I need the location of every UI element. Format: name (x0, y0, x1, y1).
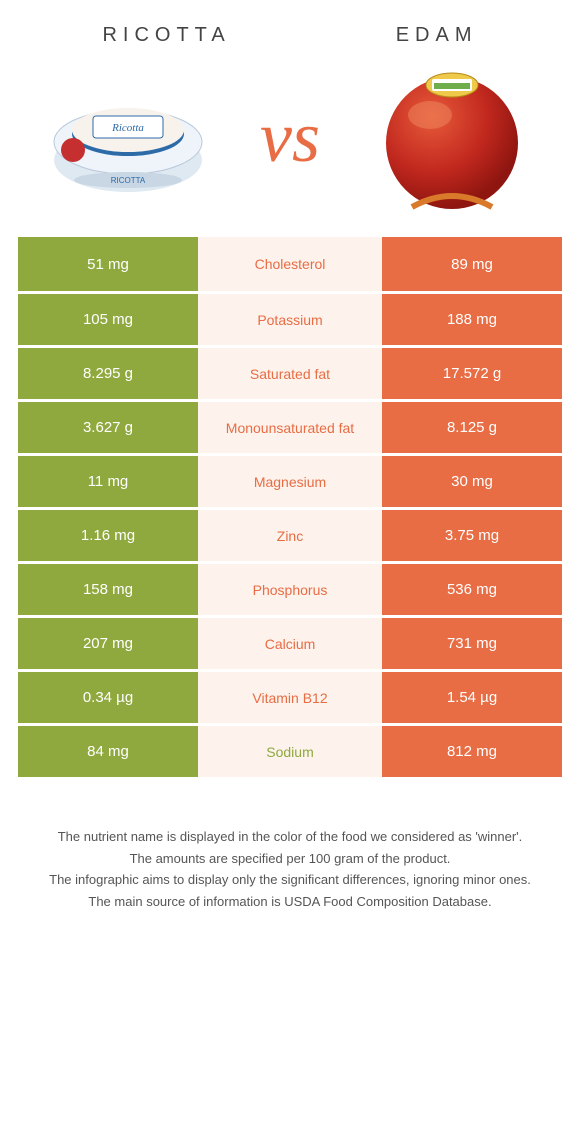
images-row: Ricotta RICOTTA vs (0, 57, 580, 237)
edam-image (367, 57, 537, 217)
nutrient-label: Saturated fat (198, 348, 382, 399)
footnote-line: The amounts are specified per 100 gram o… (40, 849, 540, 869)
table-row: 1.16 mgZinc3.75 mg (18, 507, 562, 561)
value-right: 89 mg (382, 237, 562, 291)
value-left: 11 mg (18, 456, 198, 507)
ricotta-image: Ricotta RICOTTA (43, 57, 213, 217)
nutrient-label: Monounsaturated fat (198, 402, 382, 453)
value-left: 158 mg (18, 564, 198, 615)
title-right: EDAM (396, 24, 478, 47)
comparison-table: 51 mgCholesterol89 mg105 mgPotassium188 … (0, 237, 580, 777)
nutrient-label: Sodium (198, 726, 382, 777)
table-row: 51 mgCholesterol89 mg (18, 237, 562, 291)
value-left: 84 mg (18, 726, 198, 777)
value-right: 536 mg (382, 564, 562, 615)
nutrient-label: Phosphorus (198, 564, 382, 615)
footnote-line: The main source of information is USDA F… (40, 892, 540, 912)
value-left: 8.295 g (18, 348, 198, 399)
value-right: 731 mg (382, 618, 562, 669)
footnote-line: The nutrient name is displayed in the co… (40, 827, 540, 847)
value-left: 3.627 g (18, 402, 198, 453)
nutrient-label: Calcium (198, 618, 382, 669)
value-left: 207 mg (18, 618, 198, 669)
nutrient-label: Magnesium (198, 456, 382, 507)
value-left: 105 mg (18, 294, 198, 345)
title-left: RICOTTA (102, 24, 230, 47)
value-right: 188 mg (382, 294, 562, 345)
nutrient-label: Cholesterol (198, 237, 382, 291)
value-right: 8.125 g (382, 402, 562, 453)
header: RICOTTA EDAM (0, 0, 580, 57)
value-right: 3.75 mg (382, 510, 562, 561)
value-left: 0.34 µg (18, 672, 198, 723)
svg-text:RICOTTA: RICOTTA (111, 176, 146, 185)
svg-text:Ricotta: Ricotta (111, 122, 144, 134)
value-left: 1.16 mg (18, 510, 198, 561)
nutrient-label: Zinc (198, 510, 382, 561)
table-row: 3.627 gMonounsaturated fat8.125 g (18, 399, 562, 453)
vs-label: vs (260, 101, 320, 173)
table-row: 84 mgSodium812 mg (18, 723, 562, 777)
table-row: 0.34 µgVitamin B121.54 µg (18, 669, 562, 723)
value-right: 1.54 µg (382, 672, 562, 723)
nutrient-label: Vitamin B12 (198, 672, 382, 723)
value-right: 30 mg (382, 456, 562, 507)
table-row: 8.295 gSaturated fat17.572 g (18, 345, 562, 399)
footnotes: The nutrient name is displayed in the co… (0, 777, 580, 943)
value-right: 812 mg (382, 726, 562, 777)
value-right: 17.572 g (382, 348, 562, 399)
table-row: 158 mgPhosphorus536 mg (18, 561, 562, 615)
table-row: 105 mgPotassium188 mg (18, 291, 562, 345)
table-row: 207 mgCalcium731 mg (18, 615, 562, 669)
value-left: 51 mg (18, 237, 198, 291)
nutrient-label: Potassium (198, 294, 382, 345)
table-row: 11 mgMagnesium30 mg (18, 453, 562, 507)
footnote-line: The infographic aims to display only the… (40, 870, 540, 890)
